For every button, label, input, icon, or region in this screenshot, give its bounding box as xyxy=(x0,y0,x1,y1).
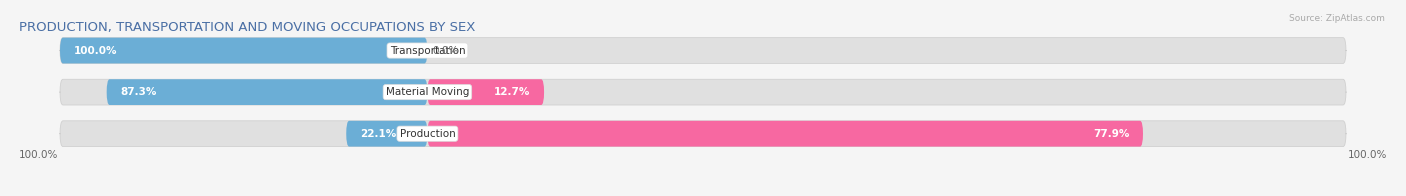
Text: Production: Production xyxy=(399,129,456,139)
FancyBboxPatch shape xyxy=(427,121,1143,147)
Text: 0.0%: 0.0% xyxy=(432,45,458,55)
Text: Material Moving: Material Moving xyxy=(385,87,470,97)
Text: 100.0%: 100.0% xyxy=(73,45,117,55)
Text: 77.9%: 77.9% xyxy=(1092,129,1129,139)
Text: Transportation: Transportation xyxy=(389,45,465,55)
FancyBboxPatch shape xyxy=(427,79,544,105)
Text: 87.3%: 87.3% xyxy=(121,87,157,97)
FancyBboxPatch shape xyxy=(107,79,427,105)
FancyBboxPatch shape xyxy=(60,121,1346,147)
FancyBboxPatch shape xyxy=(60,38,427,64)
Text: 100.0%: 100.0% xyxy=(18,150,58,160)
FancyBboxPatch shape xyxy=(60,38,1346,64)
Text: 100.0%: 100.0% xyxy=(1348,150,1388,160)
FancyBboxPatch shape xyxy=(60,79,1346,105)
Text: Source: ZipAtlas.com: Source: ZipAtlas.com xyxy=(1289,14,1385,23)
FancyBboxPatch shape xyxy=(346,121,427,147)
Text: 22.1%: 22.1% xyxy=(360,129,396,139)
Text: 12.7%: 12.7% xyxy=(494,87,530,97)
Text: PRODUCTION, TRANSPORTATION AND MOVING OCCUPATIONS BY SEX: PRODUCTION, TRANSPORTATION AND MOVING OC… xyxy=(18,21,475,34)
